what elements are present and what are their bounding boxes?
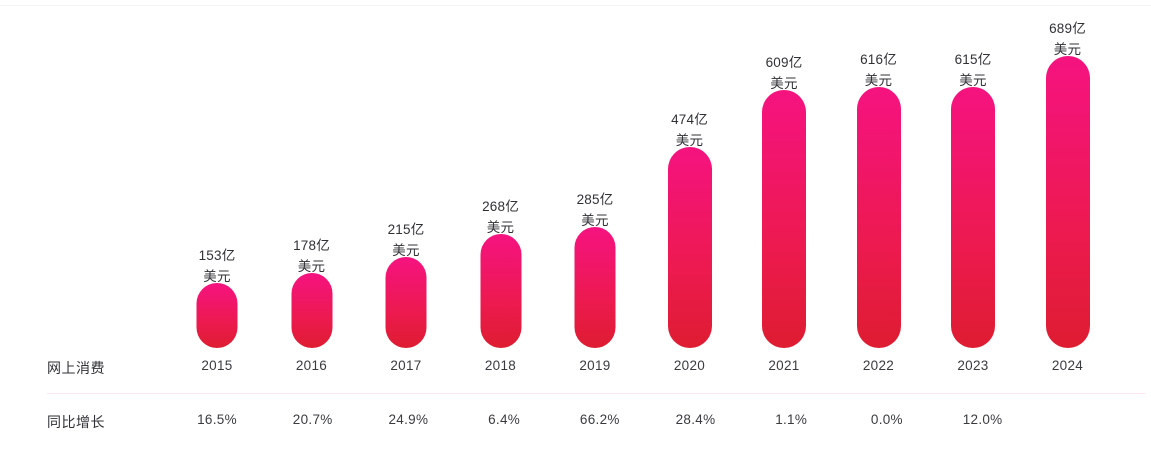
growth-row: 16.5% 20.7% 24.9% 6.4% 66.2% 28.4% 1.1% 0.0% 12.… xyxy=(0,412,1151,434)
bar-value-2022: 616亿 xyxy=(860,52,897,67)
year-label-2023: 2023 xyxy=(957,358,989,373)
bar-value-label-2015: 153亿美元 xyxy=(199,247,236,285)
bar-column-2017[interactable]: 215亿美元 xyxy=(358,0,454,348)
bar-unit-2017: 美元 xyxy=(392,243,420,258)
bar-2021[interactable] xyxy=(762,90,806,348)
bar-2020[interactable] xyxy=(667,147,712,348)
bar-value-label-2017: 215亿美元 xyxy=(388,221,425,259)
bar-2017[interactable] xyxy=(385,257,427,348)
bar-column-2023[interactable]: 615亿美元 xyxy=(925,0,1021,348)
bar-plot-area: 153亿 美元 178亿 美元 215亿 美元 268亿 美元 285亿 美元 474亿 美元 609亿… xyxy=(169,0,1116,348)
bar-column-2016[interactable]: 178亿美元 xyxy=(264,0,360,348)
bar-column-2020[interactable]: 474亿美元 xyxy=(642,0,738,348)
bar-column-2024[interactable]: 689亿美元 xyxy=(1020,0,1116,348)
growth-label-2019: 66.2% xyxy=(579,412,620,427)
bar-value-label-2019: 285亿美元 xyxy=(577,191,614,229)
growth-label-2018: 6.4% xyxy=(488,412,521,427)
bar-column-2015[interactable]: 153亿美元 xyxy=(169,0,265,348)
bar-value-2018: 268亿 xyxy=(482,199,519,214)
year-label-2018: 2018 xyxy=(484,358,517,373)
bar-2019[interactable] xyxy=(574,227,616,348)
bar-column-2021[interactable]: 609亿美元 xyxy=(736,0,832,348)
bar-unit-2024: 美元 xyxy=(1053,42,1082,57)
bar-value-2024: 689亿 xyxy=(1049,21,1086,36)
growth-label-2023: 12.0% xyxy=(962,412,1003,427)
year-label-2020: 2020 xyxy=(673,358,706,373)
growth-label-2021: 1.1% xyxy=(775,412,808,427)
bar-value-label-2022: 616亿美元 xyxy=(860,51,897,89)
bar-value-2016: 178亿 xyxy=(293,238,330,253)
bar-value-2015: 153亿 xyxy=(198,248,236,263)
bar-2024[interactable] xyxy=(1045,56,1090,348)
bar-value-label-2024: 689亿美元 xyxy=(1049,20,1086,58)
bar-value-label-2021: 609亿美元 xyxy=(766,54,803,92)
year-label-2021: 2021 xyxy=(768,358,800,373)
top-divider xyxy=(0,5,1151,6)
bar-unit-2020: 美元 xyxy=(675,133,704,148)
bar-value-label-2016: 178亿美元 xyxy=(293,237,330,275)
bar-unit-2019: 美元 xyxy=(581,213,609,228)
year-label-2024: 2024 xyxy=(1051,358,1084,373)
row-divider xyxy=(47,393,1145,394)
bar-value-label-2023: 615亿美元 xyxy=(955,51,992,89)
growth-label-2020: 28.4% xyxy=(675,412,716,427)
bar-unit-2015: 美元 xyxy=(203,269,231,284)
bar-value-2023: 615亿 xyxy=(954,52,992,67)
bar-unit-2022: 美元 xyxy=(864,73,893,88)
row-label-online-spend: 网上消费 xyxy=(47,360,105,376)
bar-unit-2023: 美元 xyxy=(959,73,987,88)
year-label-2017: 2017 xyxy=(390,358,422,373)
year-label-2015: 2015 xyxy=(201,358,233,373)
bar-column-2018[interactable]: 268亿美元 xyxy=(453,0,549,348)
bar-2015[interactable] xyxy=(196,283,238,348)
year-label-2019: 2019 xyxy=(579,358,611,373)
bar-value-2017: 215亿 xyxy=(387,222,425,237)
bar-unit-2016: 美元 xyxy=(297,259,326,274)
bar-unit-2018: 美元 xyxy=(486,220,515,235)
year-label-2016: 2016 xyxy=(295,358,328,373)
bar-value-label-2020: 474亿美元 xyxy=(671,111,708,149)
growth-label-2016: 20.7% xyxy=(292,412,333,427)
year-axis-row: 2015 2016 2017 2018 2019 2020 2021 2022 2023 2024 xyxy=(0,358,1151,380)
row-label-yoy-growth: 同比增长 xyxy=(47,414,105,430)
bar-2018[interactable] xyxy=(480,234,521,348)
year-label-2022: 2022 xyxy=(862,358,895,373)
bar-column-2022[interactable]: 616亿美元 xyxy=(831,0,927,348)
growth-label-2015: 16.5% xyxy=(197,412,237,427)
bar-2023[interactable] xyxy=(951,87,995,348)
bar-value-2019: 285亿 xyxy=(576,192,614,207)
bar-value-2020: 474亿 xyxy=(671,112,708,127)
bar-value-2021: 609亿 xyxy=(765,55,803,70)
growth-label-2017: 24.9% xyxy=(388,412,429,427)
growth-label-2022: 0.0% xyxy=(870,412,903,427)
bar-unit-2021: 美元 xyxy=(770,76,798,91)
bar-value-label-2018: 268亿美元 xyxy=(482,198,519,236)
bar-2016[interactable] xyxy=(291,273,332,348)
bar-column-2019[interactable]: 285亿美元 xyxy=(547,0,643,348)
bar-2022[interactable] xyxy=(856,87,901,348)
